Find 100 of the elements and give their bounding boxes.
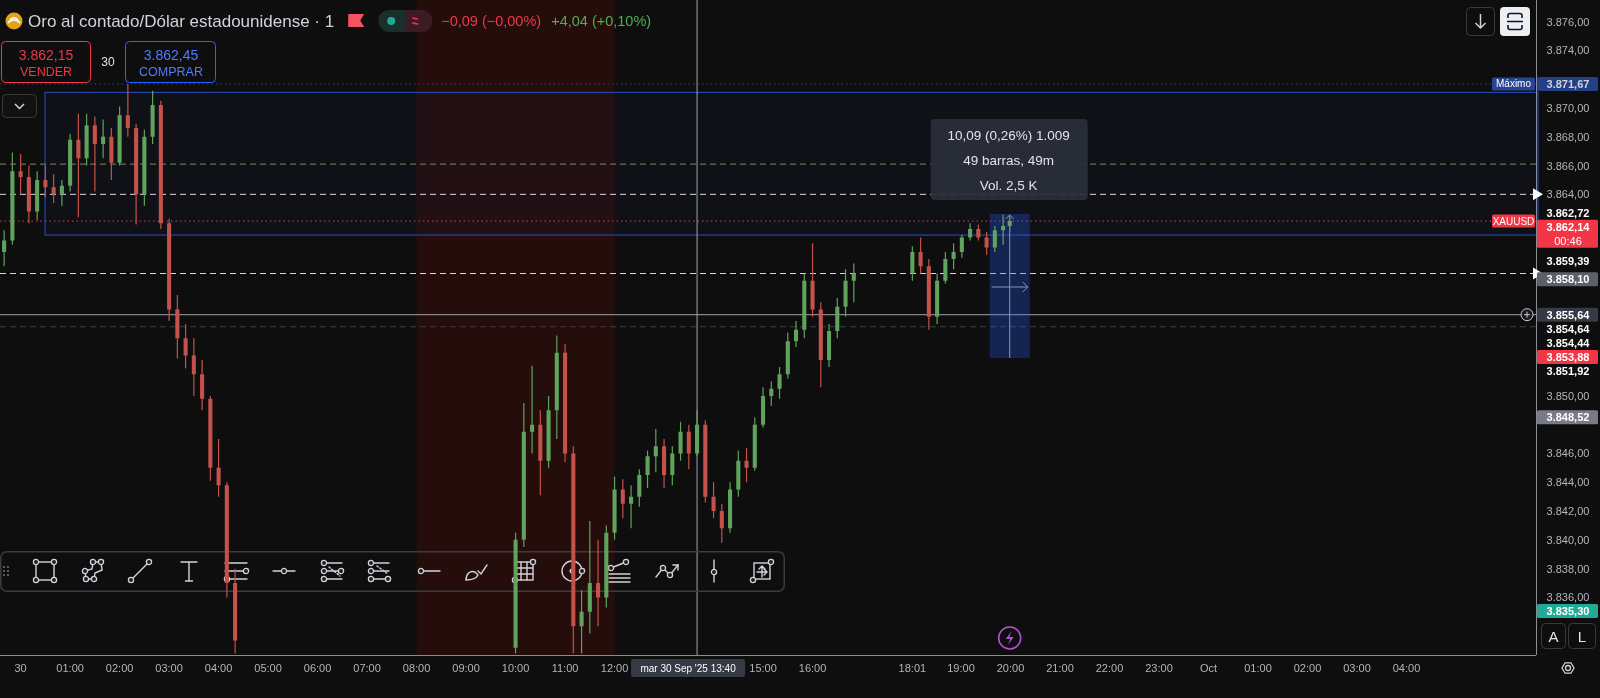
y-tick-label: 3.864,00 (1546, 188, 1590, 201)
candlestick (728, 482, 733, 533)
candlestick (794, 321, 799, 347)
x-tick-label: 03:00 (155, 662, 183, 674)
candlestick (719, 503, 724, 543)
candlestick (645, 450, 650, 489)
candlestick (92, 116, 97, 192)
text: 3.854,64 (1546, 323, 1591, 336)
x-tick-label: 08:00 (402, 662, 431, 674)
candlestick (802, 273, 807, 339)
candlestick (208, 395, 213, 481)
candlestick (191, 338, 196, 396)
x-tick-label: 01:00 (1244, 662, 1272, 674)
candlestick (835, 297, 840, 339)
text: 3.851,92 (1546, 365, 1590, 378)
x-tick-label: 12:00 (600, 662, 629, 674)
candlestick (530, 365, 535, 454)
annotation: COMPRAR (139, 65, 203, 79)
candlestick (984, 231, 989, 255)
candlestick (150, 90, 155, 144)
x-tick-label: 30 (14, 662, 27, 674)
candlestick (68, 133, 73, 192)
candlestick (711, 482, 716, 519)
text: A (1548, 627, 1559, 645)
candlestick (117, 106, 122, 166)
x-tick-label: 07:00 (353, 662, 381, 674)
y-tick-label: 3.850,00 (1546, 389, 1590, 402)
x-tick-label: 23:00 (1145, 662, 1173, 674)
candlestick (769, 381, 774, 406)
x-tick-label: 18:01 (898, 662, 927, 674)
y-tick-label: 3.846,00 (1546, 447, 1590, 460)
candlestick (587, 521, 592, 634)
candlestick (736, 450, 741, 497)
x-tick-label: 03:00 (1343, 662, 1371, 674)
candlestick (51, 174, 56, 203)
x-tick-label: Oct (1199, 662, 1218, 674)
text: 3.855,64 (1546, 308, 1591, 321)
candlestick (35, 171, 40, 221)
x-tick-label: 20:00 (996, 662, 1025, 674)
x-tick-label: 06:00 (303, 662, 332, 674)
candlestick (703, 420, 708, 503)
x-tick-label: 11:00 (551, 662, 579, 674)
text: 3.871,67 (1546, 77, 1590, 90)
candlestick (216, 439, 221, 497)
candlestick (761, 387, 766, 428)
ref-line-label: mar 30 Sep '25 13:40 (640, 662, 737, 674)
annotation: −0,09 (−0,00%) (441, 13, 542, 29)
candlestick (818, 302, 823, 388)
annotation: 10,09 (0,26%) 1.009 (947, 127, 1070, 143)
candlestick (976, 224, 981, 241)
candlestick (109, 128, 114, 180)
text: 3.835,30 (1546, 604, 1590, 617)
y-tick-label: 3.842,00 (1546, 505, 1590, 518)
candlestick (926, 259, 931, 330)
candlestick (662, 439, 667, 489)
text: 3.862,72 (1546, 206, 1590, 219)
candlestick (752, 417, 757, 471)
candlestick (959, 234, 964, 258)
x-tick-label: 09:00 (452, 662, 480, 674)
y-tick-label: 3.866,00 (1546, 159, 1590, 172)
candlestick (777, 367, 782, 399)
y-tick-label: 3.840,00 (1546, 533, 1590, 546)
x-tick-label: 19:00 (947, 662, 975, 674)
y-tick-label: 3.870,00 (1546, 101, 1590, 114)
candlestick (827, 323, 832, 368)
text: 3.853,88 (1546, 351, 1590, 364)
annotation: Vol. 2,5 K (979, 177, 1038, 193)
candlestick (843, 269, 848, 317)
candlestick (653, 428, 658, 473)
candlestick (943, 251, 948, 284)
candlestick (596, 539, 601, 627)
candlestick (142, 129, 147, 206)
annotation: 30 (101, 55, 115, 69)
text: 00:46 (1554, 234, 1582, 247)
candlestick (686, 424, 691, 470)
candlestick (233, 568, 238, 654)
y-tick-label: 3.836,00 (1546, 591, 1590, 604)
text: 3.862,14 (1546, 220, 1591, 233)
candlestick (158, 100, 163, 229)
candlestick (563, 344, 568, 463)
annotation: VENDER (19, 65, 73, 79)
y-tick-label: 3.868,00 (1546, 130, 1590, 143)
x-tick-label: 04:00 (1392, 662, 1421, 674)
candlestick (2, 230, 7, 267)
candlestick (521, 403, 526, 548)
text: 3.859,39 (1546, 254, 1590, 267)
candlestick (125, 83, 130, 137)
candlestick (620, 479, 625, 519)
candlestick (604, 525, 609, 608)
y-tick-label: 3.876,00 (1546, 15, 1590, 28)
text: Oro al contado/Dólar estadounidense · 1 (28, 11, 335, 31)
candlestick (785, 332, 790, 379)
candlestick (670, 446, 675, 486)
candlestick (951, 243, 956, 270)
candlestick (175, 295, 180, 359)
candlestick (637, 469, 642, 507)
candlestick (612, 476, 617, 540)
text: 3.854,44 (1546, 337, 1591, 350)
x-tick-label: 15:00 (749, 662, 777, 674)
text: 3.858,10 (1546, 273, 1590, 286)
